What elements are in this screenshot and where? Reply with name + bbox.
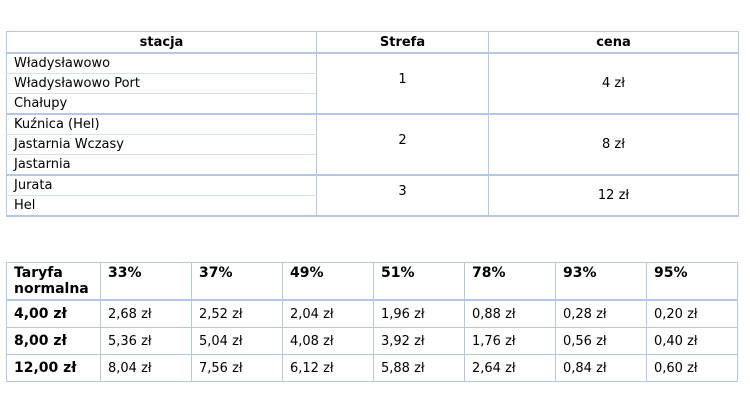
station-cell: Hel xyxy=(6,195,317,217)
price-cell: 8 zł xyxy=(488,114,739,176)
discounted-price-cell: 5,88 zł xyxy=(373,354,465,382)
discounted-price-cell: 8,04 zł xyxy=(100,354,192,382)
discounted-price-cell: 1,76 zł xyxy=(464,327,556,355)
station-cell: Jastarnia xyxy=(6,154,317,176)
discounted-price-cell: 2,68 zł xyxy=(100,299,192,328)
discounted-price-cell: 1,96 zł xyxy=(373,299,465,328)
discounted-price-cell: 2,04 zł xyxy=(282,299,374,328)
header-discount: 37% xyxy=(191,262,283,301)
header-discount: 93% xyxy=(555,262,647,301)
header-normal-fare: Taryfa normalna xyxy=(6,262,101,301)
discount-fare-table: Taryfa normalna 33% 37% 49% 51% 78% 93% … xyxy=(6,262,738,382)
table-row: 12,00 zł 8,04 zł 7,56 zł 6,12 zł 5,88 zł… xyxy=(6,354,738,382)
table-row: Hel xyxy=(6,195,739,217)
header-discount: 95% xyxy=(646,262,738,301)
header-zone: Strefa xyxy=(316,31,489,54)
discount-header-row: Taryfa normalna 33% 37% 49% 51% 78% 93% … xyxy=(6,262,738,301)
station-cell: Władysławowo xyxy=(6,53,317,74)
discounted-price-cell: 0,88 zł xyxy=(464,299,556,328)
table-row: Chałupy xyxy=(6,93,739,115)
discounted-price-cell: 7,56 zł xyxy=(191,354,283,382)
discounted-price-cell: 0,84 zł xyxy=(555,354,647,382)
station-cell: Kuźnica (Hel) xyxy=(6,114,317,135)
discounted-price-cell: 3,92 zł xyxy=(373,327,465,355)
header-discount: 49% xyxy=(282,262,374,301)
zone-value: 3 xyxy=(398,184,407,199)
station-cell: Jurata xyxy=(6,175,317,196)
discounted-price-cell: 6,12 zł xyxy=(282,354,374,382)
header-discount: 78% xyxy=(464,262,556,301)
discounted-price-cell: 0,60 zł xyxy=(646,354,738,382)
zone-cell: 2 xyxy=(316,114,489,176)
zones-price-table: stacja Strefa cena Władysławowo 1 4 zł W… xyxy=(6,31,739,217)
table-row: 8,00 zł 5,36 zł 5,04 zł 4,08 zł 3,92 zł … xyxy=(6,327,738,355)
discounted-price-cell: 2,52 zł xyxy=(191,299,283,328)
zone-cell: 1 xyxy=(316,53,489,115)
price-cell: 12 zł xyxy=(488,175,739,217)
table-row: Władysławowo Port xyxy=(6,73,739,94)
header-discount: 33% xyxy=(100,262,192,301)
station-cell: Chałupy xyxy=(6,93,317,115)
fare-cell: 4,00 zł xyxy=(6,299,101,328)
header-discount: 51% xyxy=(373,262,465,301)
fare-cell: 8,00 zł xyxy=(6,327,101,355)
table-row: Jurata 3 12 zł xyxy=(6,175,739,217)
table-row: 4,00 zł 2,68 zł 2,52 zł 2,04 zł 1,96 zł … xyxy=(6,299,738,328)
table-row: Kuźnica (Hel) 2 8 zł xyxy=(6,114,739,176)
discounted-price-cell: 5,36 zł xyxy=(100,327,192,355)
discounted-price-cell: 0,28 zł xyxy=(555,299,647,328)
discounted-price-cell: 5,04 zł xyxy=(191,327,283,355)
discounted-price-cell: 0,20 zł xyxy=(646,299,738,328)
station-cell: Władysławowo Port xyxy=(6,73,317,94)
station-cell: Jastarnia Wczasy xyxy=(6,134,317,155)
zone-value: 2 xyxy=(398,133,407,148)
table-row: Jastarnia Wczasy xyxy=(6,134,739,155)
table-row: Jastarnia xyxy=(6,154,739,176)
header-price: cena xyxy=(488,31,739,54)
zones-header-row: stacja Strefa cena xyxy=(6,31,739,54)
discounted-price-cell: 4,08 zł xyxy=(282,327,374,355)
table-row: Władysławowo 1 4 zł xyxy=(6,53,739,115)
price-cell: 4 zł xyxy=(488,53,739,115)
fare-cell: 12,00 zł xyxy=(6,354,101,382)
discounted-price-cell: 2,64 zł xyxy=(464,354,556,382)
discounted-price-cell: 0,40 zł xyxy=(646,327,738,355)
discounted-price-cell: 0,56 zł xyxy=(555,327,647,355)
header-station: stacja xyxy=(6,31,317,54)
zone-cell: 3 xyxy=(316,175,489,217)
zone-value: 1 xyxy=(398,72,407,87)
